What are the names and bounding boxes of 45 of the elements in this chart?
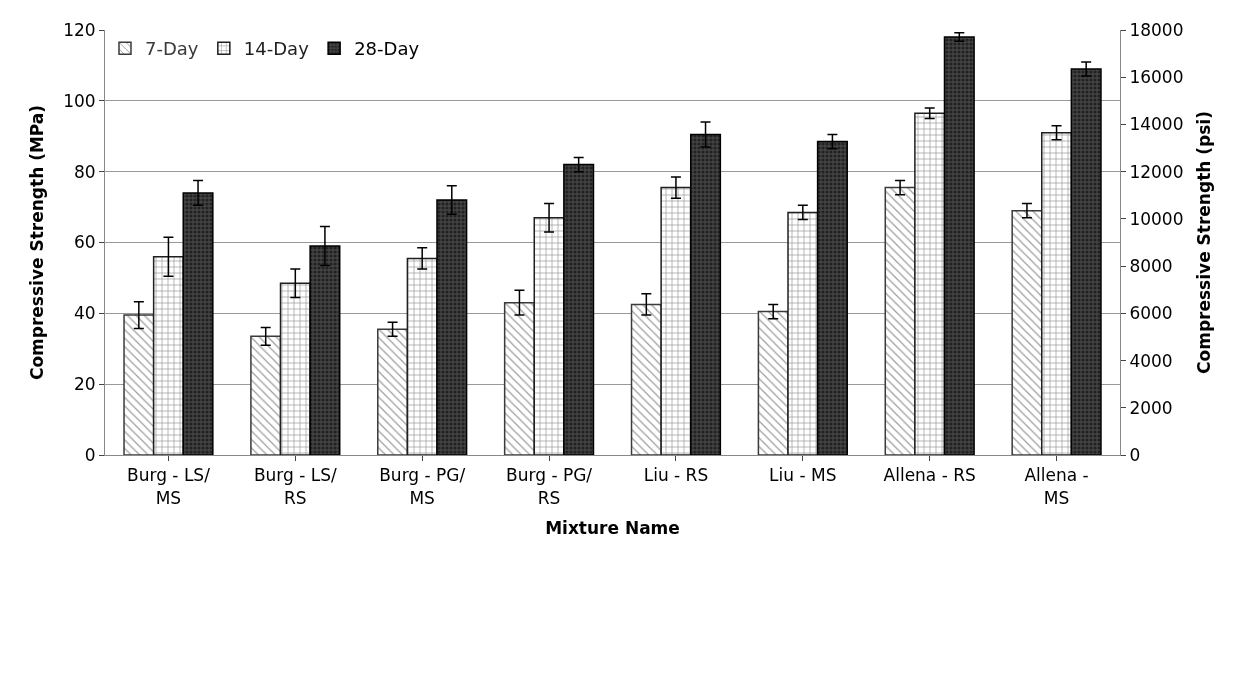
- y-tick-label: 0: [84, 444, 96, 465]
- bar: [1011, 209, 1043, 455]
- y2-tick-label: 18000: [1129, 19, 1184, 40]
- bar: [123, 314, 155, 455]
- x-tick-label: Allena - MS: [1024, 465, 1089, 508]
- y-tick-label: 80: [73, 161, 96, 182]
- bar: [377, 328, 409, 455]
- x-tick-label: Burg - PG/ MS: [379, 465, 466, 508]
- y-tick-label: 40: [73, 303, 96, 324]
- x-tick-label: Burg - LS/ RS: [253, 465, 337, 508]
- x-tick-label: Burg - PG/ RS: [506, 465, 593, 508]
- bar: [279, 282, 311, 455]
- y-tick-label: 60: [73, 232, 96, 253]
- bar: [787, 211, 819, 455]
- y-axis-title: Compressive Strength (MPa): [26, 104, 47, 381]
- x-tick-label: Burg - LS/ MS: [127, 465, 211, 508]
- y2-tick-label: 10000: [1129, 208, 1184, 229]
- x-axis-title: Mixture Name: [545, 517, 680, 538]
- bar: [660, 186, 692, 455]
- bar: [250, 335, 282, 455]
- y-tick-label: 20: [73, 374, 96, 395]
- bar: [884, 186, 916, 455]
- y2-axis-title: Compressive Strength (psi): [1193, 111, 1214, 374]
- y-tick-label: 100: [63, 90, 96, 111]
- bar: [406, 257, 438, 455]
- bar: [943, 36, 975, 455]
- x-tick-label: Liu - MS: [769, 465, 837, 486]
- y2-tick-label: 12000: [1129, 161, 1184, 182]
- bar: [914, 112, 946, 455]
- bar: [533, 216, 565, 455]
- y2-tick-label: 0: [1129, 444, 1141, 465]
- y-tick-label: 120: [63, 19, 96, 40]
- y2-tick-label: 16000: [1129, 67, 1184, 88]
- y2-tick-label: 2000: [1129, 397, 1173, 418]
- x-tick-label: Liu - RS: [643, 465, 709, 486]
- bar: [503, 301, 536, 455]
- bar: [1041, 131, 1073, 455]
- bar: [152, 255, 184, 455]
- y2-tick-label: 14000: [1129, 114, 1184, 135]
- bar: [757, 310, 789, 455]
- bar: [630, 303, 662, 455]
- y2-tick-label: 4000: [1129, 350, 1173, 371]
- y2-tick-label: 8000: [1129, 256, 1173, 277]
- y2-tick-label: 6000: [1129, 303, 1173, 324]
- x-tick-label: Allena - RS: [883, 465, 976, 486]
